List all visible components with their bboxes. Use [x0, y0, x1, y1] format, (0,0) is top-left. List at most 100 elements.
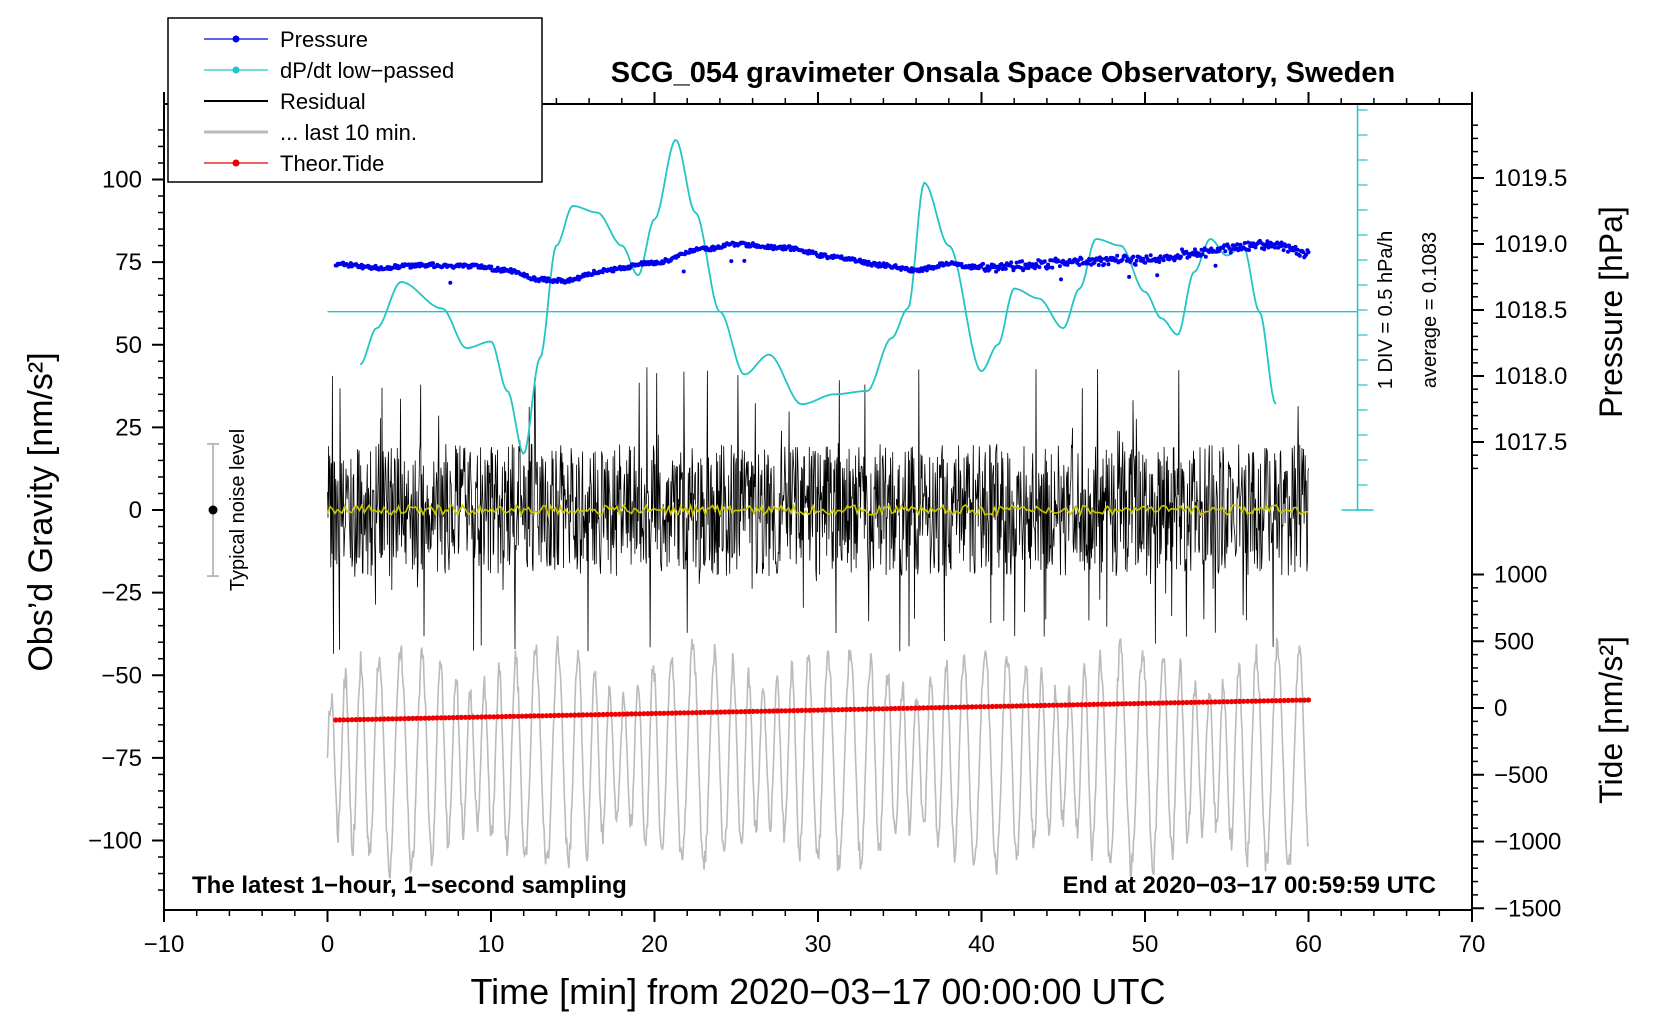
pressure-point [1143, 260, 1148, 265]
annotation-sampling: The latest 1−hour, 1−second sampling [192, 872, 627, 899]
tide-point [1176, 700, 1182, 706]
legend: Pressure dP/dt low−passed Residual ... l… [167, 17, 543, 183]
series-dpdt-line [359, 138, 1277, 455]
tide-point [653, 710, 659, 717]
tide-point [1038, 702, 1044, 709]
tide-point [714, 709, 720, 715]
tide-point [629, 711, 635, 717]
tide-point [884, 706, 890, 712]
pressure-point [959, 261, 964, 266]
pressure-point [1126, 256, 1130, 261]
pressure-point [489, 264, 494, 269]
tide-point [831, 707, 837, 713]
tide-point [556, 712, 562, 719]
pressure-point [1286, 249, 1290, 254]
tide-point [779, 708, 785, 714]
legend-entry-pressure: Pressure [204, 27, 368, 52]
tide-point [576, 712, 582, 718]
x-tick-label: 0 [321, 931, 334, 958]
tide-point [827, 707, 833, 713]
tide-point [1119, 701, 1125, 707]
pressure-point [1246, 240, 1250, 245]
tide-point [1005, 703, 1012, 709]
pressure-point [999, 262, 1004, 266]
tide-point [1034, 703, 1040, 709]
pressure-point [1203, 254, 1208, 259]
tide-point [1014, 703, 1020, 709]
tide-point [815, 707, 821, 713]
pressure-point [1265, 239, 1270, 244]
x-tick-label: 40 [968, 931, 995, 958]
tide-point [645, 711, 651, 717]
tide-point [965, 704, 971, 710]
tide-point [1245, 698, 1251, 704]
tide-point [1107, 701, 1113, 707]
tide-point [1293, 697, 1299, 703]
tide-point [742, 709, 748, 715]
tide-point [474, 714, 481, 720]
legend-label-last10: ... last 10 min. [280, 120, 417, 145]
tide-point [718, 709, 724, 715]
tide-point [689, 710, 696, 716]
tide-point [1050, 702, 1056, 708]
tide-point [1087, 701, 1093, 708]
y-tick-label: 100 [102, 167, 142, 194]
tide-point [592, 712, 598, 718]
tide-point [1253, 698, 1259, 704]
annotation-end-time: End at 2020−03−17 00:59:59 UTC [1062, 872, 1436, 899]
pressure-point [1262, 247, 1267, 252]
pressure-point [1295, 247, 1300, 252]
tide-point [616, 711, 623, 717]
tide-point [1281, 697, 1287, 704]
pressure-point [1238, 242, 1243, 247]
tide-point [665, 710, 671, 716]
pressure-point [924, 268, 929, 273]
tide-point [661, 710, 667, 716]
tide-point [1111, 701, 1117, 707]
tide-point [345, 717, 351, 723]
tide-point [969, 704, 975, 710]
noise-bar-center-dot [208, 505, 218, 515]
tide-point [1192, 699, 1198, 705]
tide-point [872, 706, 878, 712]
pressure-point [1092, 260, 1097, 265]
noise-level-label: Typical noise level [227, 429, 249, 591]
tide-point [1180, 700, 1186, 706]
tide-point [770, 708, 777, 714]
tide-tick-label: −1000 [1494, 829, 1561, 856]
tide-point [1273, 698, 1279, 704]
pressure-point [1037, 265, 1042, 270]
tide-point [397, 716, 404, 722]
x-tick-label: 50 [1132, 931, 1159, 958]
tide-point [337, 717, 343, 723]
tide-point [479, 714, 485, 720]
tide-point [410, 715, 416, 722]
tide-point [860, 706, 866, 712]
pressure-tick-label: 1018.0 [1494, 363, 1567, 390]
tide-point [1237, 698, 1243, 705]
tide-point [928, 705, 935, 711]
tide-point [916, 705, 923, 711]
tide-point [637, 711, 643, 717]
tide-point [835, 707, 841, 713]
tide-point [1078, 702, 1085, 708]
tide-point [1196, 699, 1202, 705]
pressure-point [1251, 241, 1256, 246]
tide-point [933, 705, 939, 711]
tide-point [422, 715, 428, 721]
tide-point [1083, 702, 1089, 708]
tide-point [1139, 700, 1145, 707]
tide-point [762, 708, 768, 714]
tide-point [754, 708, 760, 714]
tide-point [1168, 700, 1174, 706]
tide-point [454, 714, 460, 721]
tide-point [1241, 698, 1247, 704]
tide-point [997, 703, 1004, 709]
legend-dot-tide [232, 159, 240, 167]
tide-point [1289, 697, 1295, 703]
tide-point [941, 704, 947, 711]
tide-point [608, 711, 614, 717]
pressure-point [1127, 274, 1132, 279]
tide-point [1269, 698, 1275, 704]
